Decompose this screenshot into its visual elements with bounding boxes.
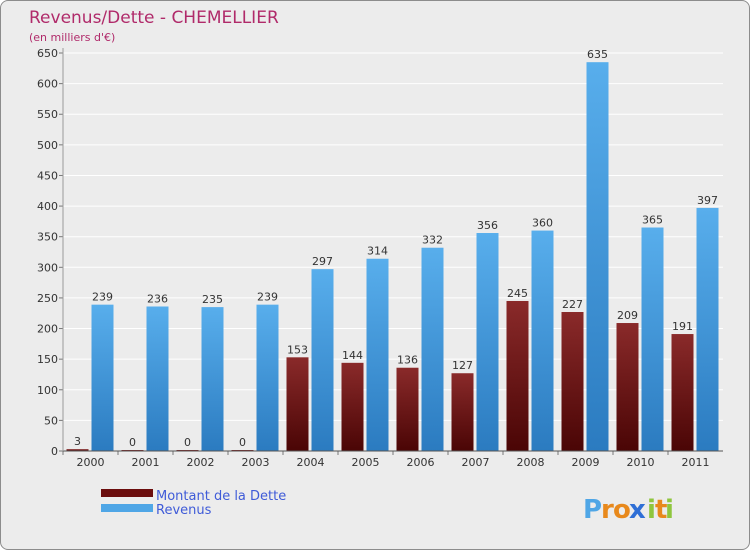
label-revenus-2001: 236: [147, 292, 168, 305]
y-tick-label: 350: [37, 231, 58, 244]
y-tick-label: 550: [37, 108, 58, 121]
chart-subtitle: (en milliers d'€): [29, 31, 115, 44]
bar-revenus-2004: [311, 269, 334, 451]
bar-dette-2009: [561, 312, 584, 451]
x-tick-label: 2004: [297, 456, 325, 469]
label-dette-2004: 153: [287, 343, 308, 356]
bar-revenus-2001: [146, 306, 169, 451]
bar-dette-2007: [451, 373, 474, 451]
label-revenus-2011: 397: [697, 194, 718, 207]
bar-revenus-2009: [586, 62, 609, 451]
x-tick-label: 2008: [517, 456, 545, 469]
label-revenus-2000: 239: [92, 291, 113, 304]
x-tick-label: 2010: [627, 456, 655, 469]
label-dette-2002: 0: [184, 436, 191, 449]
bar-revenus-2005: [366, 258, 389, 451]
y-tick-label: 650: [37, 47, 58, 60]
value-labels: 3 239 0 236 0 235 0 239 153 297 144 314 136 332 127 356…: [74, 48, 718, 449]
x-tick-label: 2000: [77, 456, 105, 469]
bar-revenus-2002: [201, 307, 224, 451]
label-dette-2011: 191: [672, 320, 693, 333]
bar-dette-2010: [616, 323, 639, 451]
x-tick-label: 2009: [572, 456, 600, 469]
y-tick-label: 300: [37, 261, 58, 274]
y-tick-label: 0: [51, 445, 58, 458]
label-revenus-2004: 297: [312, 255, 333, 268]
label-dette-2006: 136: [397, 354, 418, 367]
y-tick-label: 150: [37, 353, 58, 366]
label-dette-2008: 245: [507, 287, 528, 300]
logo-letter: r: [601, 495, 614, 525]
bar-revenus-2011: [696, 207, 719, 451]
label-revenus-2007: 356: [477, 219, 498, 232]
bar-revenus-2008: [531, 230, 554, 451]
x-axis-ticks: 2000 2001 2002 2003 2004 2005 2006 2007 2008 2009…: [62, 451, 710, 469]
label-dette-2010: 209: [617, 309, 638, 322]
y-axis-ticks: 0 50 100 150 200 250 300 350 400 450 500 550 600 650: [37, 47, 63, 458]
y-tick-label: 500: [37, 139, 58, 152]
x-tick-label: 2003: [242, 456, 270, 469]
proxiti-logo: Pr ox i ti: [583, 495, 674, 525]
label-revenus-2003: 239: [257, 291, 278, 304]
label-dette-2001: 0: [129, 436, 136, 449]
legend-swatch-debt: [101, 489, 153, 497]
logo-letter: x: [629, 495, 646, 525]
bar-dette-2005: [341, 362, 364, 451]
label-revenus-2002: 235: [202, 293, 223, 306]
x-tick-label: 2011: [682, 456, 710, 469]
logo-letter: i: [647, 495, 656, 525]
y-tick-label: 200: [37, 323, 58, 336]
y-tick-label: 50: [44, 414, 58, 427]
legend-swatch-revenus: [101, 504, 153, 512]
logo-letter: t: [655, 495, 667, 525]
logo-letter: o: [613, 495, 631, 525]
bar-revenus-2003: [256, 304, 279, 451]
bar-revenus-2010: [641, 227, 664, 451]
logo-letter: P: [583, 495, 602, 525]
bar-revenus-2000: [91, 304, 114, 451]
chart-title: Revenus/Dette - CHEMELLIER: [29, 8, 279, 28]
label-dette-2003: 0: [239, 436, 246, 449]
x-tick-label: 2001: [132, 456, 160, 469]
bar-revenus-2007: [476, 233, 499, 451]
logo-letter: i: [665, 495, 674, 525]
y-tick-label: 250: [37, 292, 58, 305]
x-tick-label: 2006: [407, 456, 435, 469]
y-tick-label: 450: [37, 169, 58, 182]
y-tick-label: 400: [37, 200, 58, 213]
bar-dette-2011: [671, 334, 694, 451]
label-revenus-2005: 314: [367, 245, 388, 258]
legend-label-debt: Montant de la Dette: [156, 489, 286, 504]
x-tick-label: 2007: [462, 456, 490, 469]
bar-dette-2000: [66, 449, 89, 451]
label-dette-2000: 3: [74, 435, 81, 448]
y-tick-label: 100: [37, 384, 58, 397]
gridlines: [63, 52, 723, 421]
label-revenus-2008: 360: [532, 217, 553, 230]
bar-dette-2004: [286, 357, 309, 451]
x-tick-label: 2005: [352, 456, 380, 469]
y-tick-label: 600: [37, 78, 58, 91]
legend-label-revenus: Revenus: [156, 503, 212, 518]
bar-dette-2006: [396, 367, 419, 451]
bar-dette-2008: [506, 300, 529, 451]
label-revenus-2010: 365: [642, 214, 663, 227]
legend: Montant de la Dette Revenus: [101, 489, 286, 518]
bars: [66, 62, 719, 451]
label-dette-2007: 127: [452, 359, 473, 372]
label-dette-2009: 227: [562, 298, 583, 311]
label-revenus-2006: 332: [422, 234, 443, 247]
x-tick-label: 2002: [187, 456, 215, 469]
label-revenus-2009: 635: [587, 48, 608, 61]
bar-revenus-2006: [421, 247, 444, 451]
label-dette-2005: 144: [342, 349, 363, 362]
